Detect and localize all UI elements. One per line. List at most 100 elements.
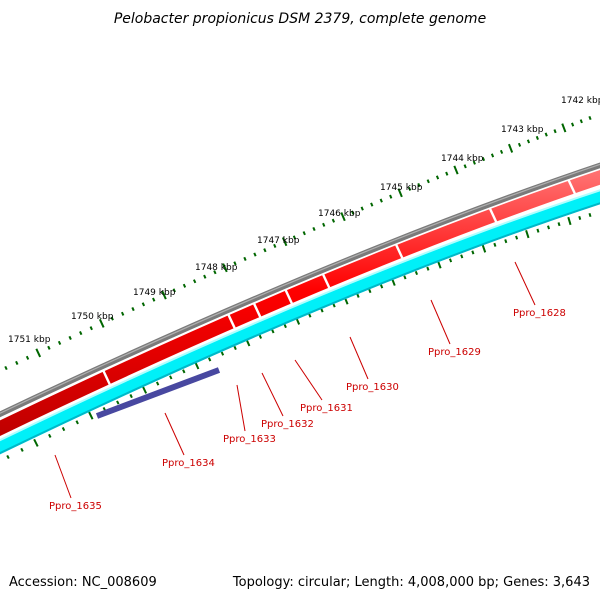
forward-cds-gap (252, 302, 262, 319)
inner-tick (33, 438, 39, 447)
inner-tick (481, 244, 487, 253)
inner-tick (141, 385, 148, 394)
genome-backbone (0, 162, 600, 418)
kbp-tick (68, 335, 72, 341)
kbp-label: 1747 kbp (257, 236, 300, 246)
gene-leader-line (430, 299, 451, 345)
reverse-cds-edge (0, 189, 600, 442)
gene-label[interactable]: Ppro_1628 (513, 308, 566, 319)
inner-tick (525, 229, 530, 239)
gene-label[interactable]: Ppro_1633 (223, 434, 276, 445)
inner-tick (169, 375, 173, 380)
kbp-tick (120, 311, 125, 316)
inner-tick (504, 239, 508, 244)
inner-tick (588, 212, 592, 218)
kbp-tick (370, 202, 374, 207)
gene-label[interactable]: Ppro_1630 (346, 382, 399, 393)
inner-tick (155, 381, 160, 386)
gene-leader-line (164, 412, 185, 456)
kbp-label: 1743 kbp (501, 125, 544, 135)
inner-tick (493, 242, 497, 247)
map-title: Pelobacter propionicus DSM 2379, complet… (114, 11, 486, 27)
kbp-tick (110, 316, 114, 321)
inner-tick (557, 222, 561, 227)
kbp-tick (4, 365, 8, 371)
kbp-tick (192, 279, 197, 284)
topology-label: Topology: circular; Length: 4,008,000 bp… (232, 575, 590, 590)
genome-backbone-highlight (0, 163, 600, 414)
gene-leader-line (349, 336, 369, 380)
kbp-tick (490, 153, 495, 158)
kbp-tick (263, 248, 267, 253)
gene-label[interactable]: Ppro_1635 (49, 501, 102, 512)
kbp-tick (312, 226, 316, 232)
inner-tick (567, 216, 572, 226)
reverse-cds-shadow (0, 202, 600, 455)
forward-cds-gap (488, 207, 498, 224)
kbp-tick (98, 318, 105, 328)
gene-label[interactable]: Ppro_1631 (300, 403, 353, 414)
inner-tick (515, 235, 519, 240)
kbp-label: 1751 kbp (8, 335, 51, 345)
kbp-tick (340, 212, 346, 222)
forward-cds-gap (321, 273, 331, 289)
kbp-ticks (4, 115, 592, 460)
inner-tick (448, 258, 453, 263)
kbp-tick (499, 149, 504, 154)
inner-tick (233, 345, 237, 351)
kbp-tick (182, 283, 187, 288)
kbp-tick (360, 206, 364, 211)
kbp-label: 1748 kbp (195, 263, 238, 273)
kbp-tick (57, 340, 62, 345)
inner-tick (380, 284, 384, 289)
gene-label[interactable]: Ppro_1629 (428, 347, 481, 358)
kbp-label: 1744 kbp (441, 154, 484, 164)
kbp-tick (535, 135, 539, 140)
inner-tick (426, 266, 430, 271)
kbp-tick (351, 210, 355, 215)
gene-label[interactable]: Ppro_1634 (162, 458, 215, 469)
kbp-tick (243, 256, 247, 261)
kbp-tick (161, 290, 167, 300)
forward-cds-gap (102, 370, 112, 386)
forward-strand-track (0, 169, 600, 436)
kbp-tick (417, 183, 421, 188)
gene-leader-line (294, 359, 323, 401)
inner-tick (271, 329, 275, 334)
kbp-tick (152, 297, 156, 302)
kbp-tick (463, 164, 467, 169)
kbp-label: 1749 kbp (133, 288, 176, 298)
inner-tick (258, 334, 263, 339)
kbp-tick (445, 171, 449, 176)
kbp-tick (435, 175, 440, 180)
gene-leader-line (236, 384, 246, 432)
kbp-tick (481, 156, 486, 162)
kbp-tick (322, 222, 326, 227)
inner-tick (182, 369, 186, 374)
inner-tick (356, 293, 360, 298)
kbp-tick (561, 123, 567, 133)
kbp-tick (213, 270, 217, 275)
kbp-tick (407, 186, 412, 191)
gene-label[interactable]: Ppro_1632 (261, 419, 314, 430)
inner-tick (578, 215, 582, 220)
kbp-tick (571, 122, 575, 127)
gene-leader-line (54, 454, 72, 499)
reverse-cds (0, 190, 600, 455)
kbp-tick (379, 198, 383, 203)
kbp-tick (203, 274, 207, 279)
inner-tick (547, 225, 551, 230)
kbp-tick (453, 165, 459, 175)
kbp-label: 1742 kbp (561, 96, 600, 106)
kbp-tick (253, 252, 257, 257)
kbp-tick (131, 306, 135, 312)
kbp-tick (222, 263, 228, 273)
kbp-tick (47, 345, 51, 350)
inner-tick (61, 426, 66, 432)
forward-cds-gap (284, 289, 294, 305)
gene-leader-line (261, 372, 284, 417)
inner-tick (403, 275, 407, 280)
inner-tick (48, 433, 52, 438)
